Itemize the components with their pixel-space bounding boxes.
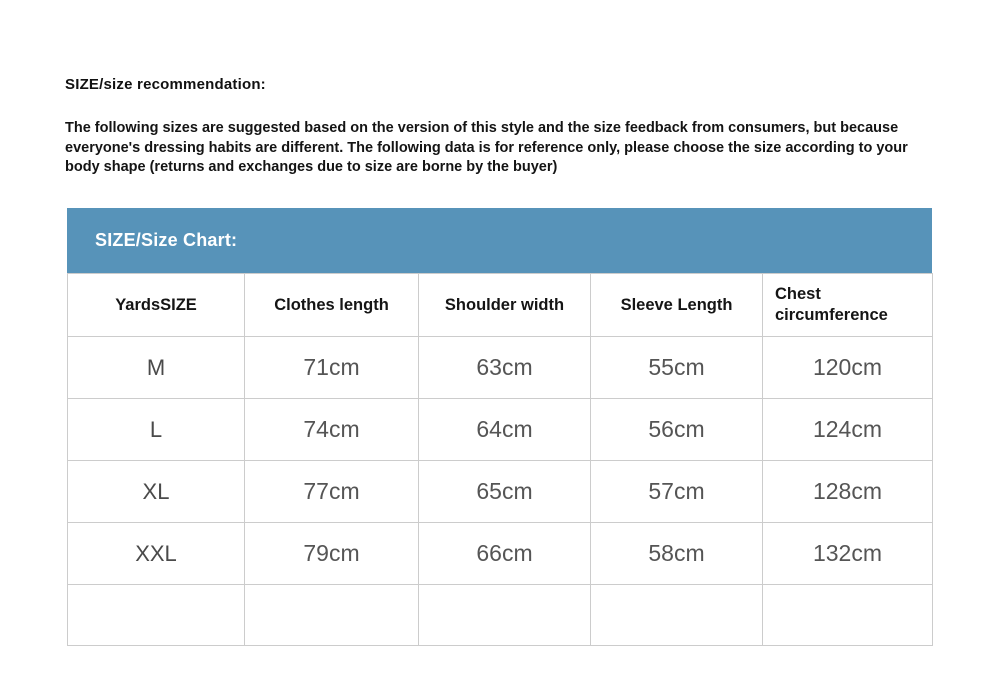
sleeve-length-cell: 57cm bbox=[590, 460, 763, 523]
chest-circumference-cell: 124cm bbox=[762, 398, 933, 461]
clothes-length-cell: 74cm bbox=[244, 398, 419, 461]
table-row-xl: XL 77cm 65cm 57cm 128cm bbox=[67, 460, 933, 523]
size-cell: XL bbox=[67, 460, 245, 523]
shoulder-width-cell: 63cm bbox=[418, 336, 591, 399]
column-header-sleeve-length: Sleeve Length bbox=[590, 273, 763, 337]
size-cell: XXL bbox=[67, 522, 245, 585]
table-row-xxl: XXL 79cm 66cm 58cm 132cm bbox=[67, 522, 933, 585]
table-row-m: M 71cm 63cm 55cm 120cm bbox=[67, 336, 933, 399]
clothes-length-cell: 77cm bbox=[244, 460, 419, 523]
size-recommendation-heading: SIZE/size recommendation: bbox=[65, 76, 266, 93]
size-cell: L bbox=[67, 398, 245, 461]
chest-circumference-cell: 120cm bbox=[762, 336, 933, 399]
table-row-empty bbox=[67, 584, 933, 646]
size-cell: M bbox=[67, 336, 245, 399]
chest-circumference-cell: 128cm bbox=[762, 460, 933, 523]
size-recommendation-paragraph: The following sizes are suggested based … bbox=[65, 120, 908, 175]
size-chart-title: SIZE/Size Chart: bbox=[95, 230, 238, 250]
table-row-l: L 74cm 64cm 56cm 124cm bbox=[67, 398, 933, 461]
size-chart-section: SIZE/Size Chart: YardsSIZE Clothes lengt… bbox=[67, 208, 933, 646]
sleeve-length-cell: 58cm bbox=[590, 522, 763, 585]
clothes-length-cell: 79cm bbox=[244, 522, 419, 585]
sleeve-length-cell bbox=[590, 584, 763, 646]
table-header-row: YardsSIZE Clothes length Shoulder width … bbox=[67, 273, 933, 337]
column-header-clothes-length: Clothes length bbox=[244, 273, 419, 337]
column-header-chest-circumference: Chest circumference bbox=[762, 273, 933, 337]
column-header-yards-size: YardsSIZE bbox=[67, 273, 245, 337]
shoulder-width-cell: 65cm bbox=[418, 460, 591, 523]
chest-circumference-cell bbox=[762, 584, 933, 646]
sleeve-length-cell: 55cm bbox=[590, 336, 763, 399]
shoulder-width-cell bbox=[418, 584, 591, 646]
sleeve-length-cell: 56cm bbox=[590, 398, 763, 461]
column-header-shoulder-width: Shoulder width bbox=[418, 273, 591, 337]
size-chart-table: YardsSIZE Clothes length Shoulder width … bbox=[67, 273, 933, 646]
shoulder-width-cell: 64cm bbox=[418, 398, 591, 461]
clothes-length-cell bbox=[244, 584, 419, 646]
size-chart-title-bar: SIZE/Size Chart: bbox=[67, 208, 932, 273]
size-cell bbox=[67, 584, 245, 646]
clothes-length-cell: 71cm bbox=[244, 336, 419, 399]
chest-circumference-cell: 132cm bbox=[762, 522, 933, 585]
shoulder-width-cell: 66cm bbox=[418, 522, 591, 585]
